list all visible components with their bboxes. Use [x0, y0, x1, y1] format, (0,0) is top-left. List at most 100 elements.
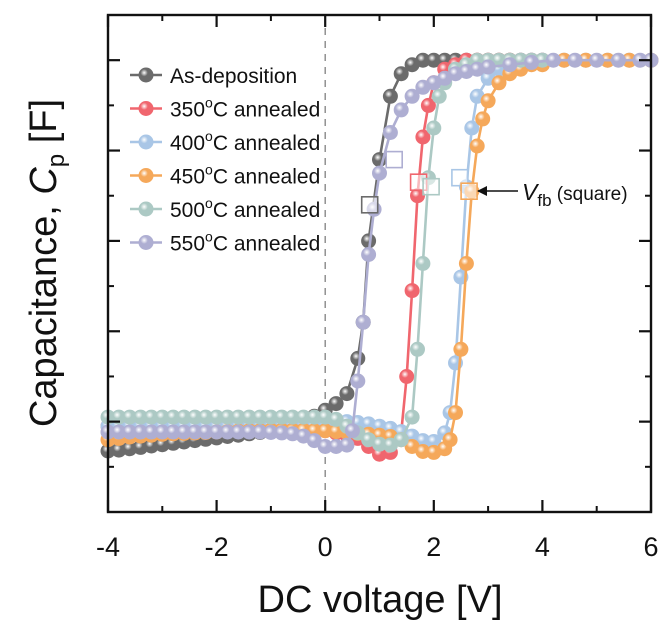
legend-label-rest: C annealed: [213, 99, 320, 122]
legend-label-temp: 550: [170, 233, 205, 256]
data-point: [355, 314, 371, 330]
data-point: [415, 444, 431, 459]
data-point: [143, 409, 159, 425]
data-point: [122, 409, 138, 425]
data-point: [143, 438, 159, 454]
x-tick-label: 6: [643, 532, 658, 562]
data-point: [133, 424, 149, 440]
data-point: [143, 424, 159, 440]
data-point: [317, 439, 333, 454]
data-point: [410, 188, 425, 204]
data-point: [111, 424, 127, 440]
degree-superscript: o: [205, 95, 213, 111]
series-layer: [100, 15, 659, 512]
legend-label-temp: 450: [170, 166, 205, 189]
data-point: [415, 52, 431, 68]
data-point: [176, 409, 192, 425]
data-point: [263, 409, 279, 425]
legend-item: 450oC annealed: [130, 162, 320, 189]
data-point: [350, 373, 366, 389]
data-point: [404, 409, 420, 425]
legend-item: 400oC annealed: [130, 128, 320, 155]
data-point: [165, 409, 181, 425]
legend-item: As-deposition: [130, 65, 297, 88]
data-point: [469, 138, 485, 154]
data-point: [567, 52, 583, 68]
legend-label: 450oC annealed: [170, 162, 320, 189]
data-point: [382, 125, 398, 140]
legend-item: 550oC annealed: [130, 229, 320, 256]
data-point: [198, 409, 214, 425]
data-point: [220, 409, 235, 425]
y-axis-title-unit: [F]: [23, 99, 65, 154]
data-point: [154, 424, 170, 440]
series-550-c-annealed: [100, 52, 659, 454]
legend-label: 550oC annealed: [170, 229, 320, 256]
vfb-square-marker: [422, 177, 440, 196]
data-point: [393, 432, 409, 448]
data-point: [426, 52, 442, 68]
data-point: [393, 102, 409, 118]
legend-swatch-marker: [138, 134, 154, 150]
data-point: [410, 341, 425, 357]
data-point: [176, 424, 192, 440]
data-point: [426, 434, 442, 449]
data-point: [165, 424, 181, 440]
data-point: [220, 424, 235, 440]
legend-label-temp: 350: [170, 99, 205, 122]
legend-label-rest: C annealed: [213, 233, 320, 256]
legend-swatch-marker: [138, 101, 154, 116]
legend-label: 500oC annealed: [170, 195, 320, 222]
degree-superscript: o: [205, 128, 213, 144]
data-point: [154, 437, 170, 453]
y-axis-title-subscript: p: [43, 154, 70, 167]
data-point: [393, 66, 409, 82]
data-point: [339, 437, 355, 453]
data-point: [350, 350, 366, 366]
data-point: [464, 120, 480, 136]
data-point: [328, 396, 344, 412]
data-point: [589, 52, 605, 68]
vfb-square-marker: [360, 196, 379, 214]
data-point: [296, 409, 311, 425]
data-point: [274, 409, 290, 425]
data-point: [122, 424, 138, 440]
legend-label-temp: 500: [170, 199, 205, 222]
data-point: [209, 409, 225, 425]
degree-superscript: o: [205, 195, 213, 211]
vfb-arrow-head: [477, 186, 487, 196]
legend-item: 350oC annealed: [130, 95, 320, 122]
legend-label: As-deposition: [170, 65, 297, 88]
data-point: [480, 93, 496, 109]
data-point: [415, 129, 431, 145]
data-point: [382, 88, 398, 104]
data-point: [475, 111, 491, 127]
data-point: [274, 425, 290, 441]
data-point: [480, 59, 496, 75]
data-point: [133, 409, 149, 425]
data-point: [372, 165, 387, 181]
degree-superscript: o: [205, 229, 213, 245]
y-axis-title-symbol: C: [23, 167, 65, 195]
x-axis-title: DC voltage [V]: [258, 579, 503, 621]
legend-swatch-marker: [138, 168, 154, 183]
data-point: [431, 88, 447, 104]
x-tick-label: 2: [426, 532, 441, 562]
data-point: [415, 256, 431, 271]
data-point: [285, 409, 301, 425]
data-point: [404, 88, 420, 104]
vfb-label: Vfb (square): [522, 179, 628, 210]
vfb-square-marker: [451, 168, 469, 187]
y-axis-title-main: Capacitance,: [23, 195, 65, 427]
data-point: [502, 57, 518, 73]
data-point: [442, 432, 458, 448]
vfb-label-sub: fb: [537, 191, 551, 210]
data-point: [241, 424, 257, 440]
data-point: [361, 233, 377, 249]
data-point: [209, 424, 225, 440]
legend-label: 400oC annealed: [170, 128, 320, 155]
vfb-label-main: V: [522, 179, 540, 205]
data-point: [448, 405, 463, 421]
